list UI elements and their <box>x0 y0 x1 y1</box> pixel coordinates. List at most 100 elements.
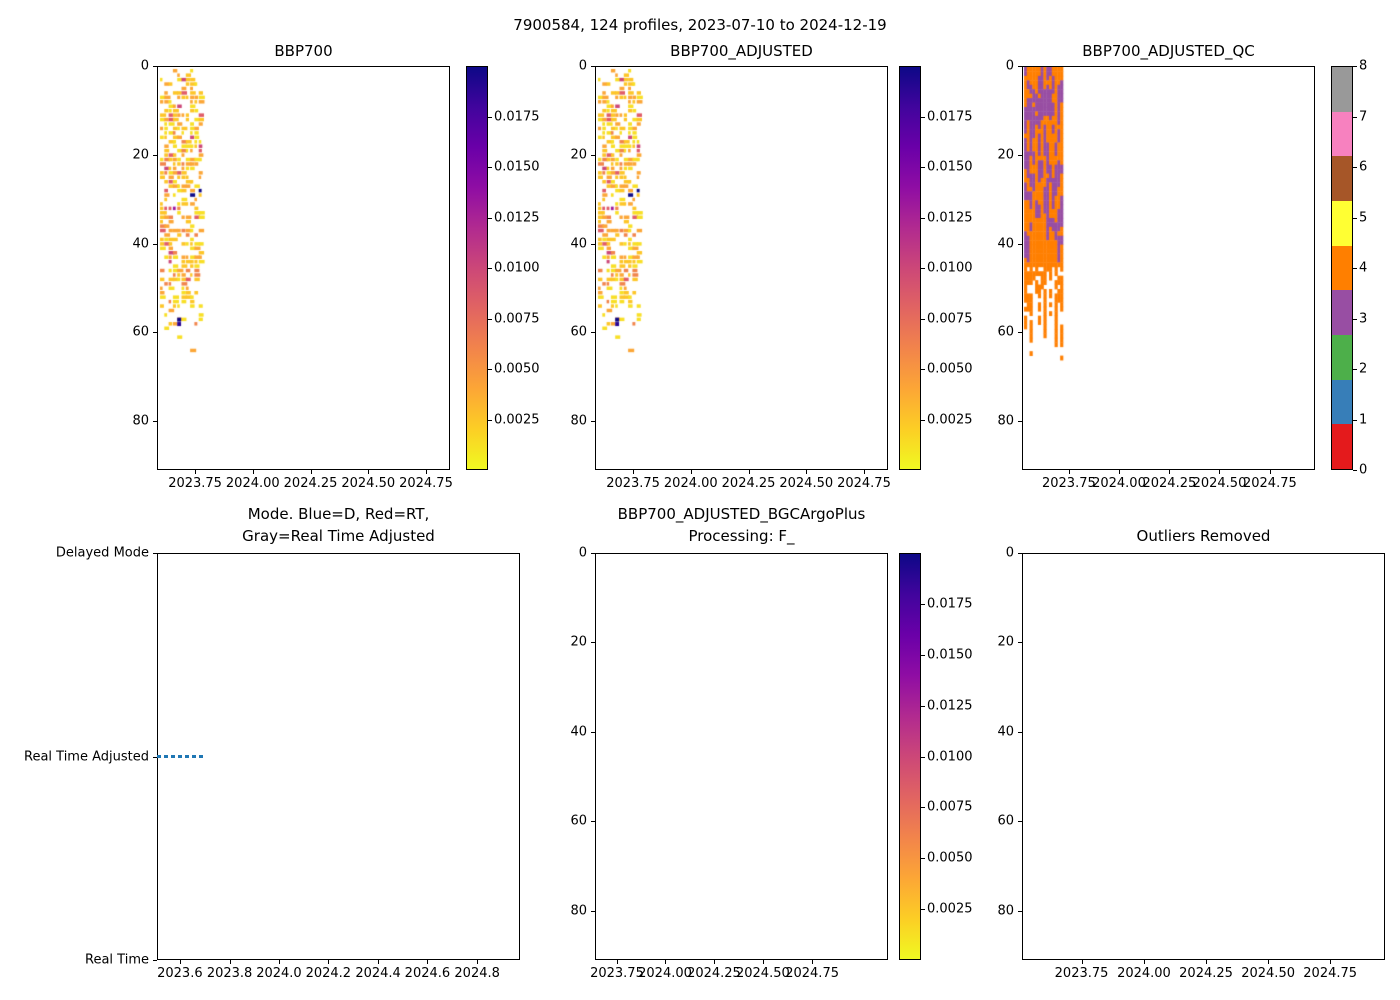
x-tick-mark <box>1219 470 1221 474</box>
x-tick-mark <box>425 470 427 474</box>
qc-color-segment-1 <box>1332 379 1352 425</box>
y-tick-mark <box>591 66 595 67</box>
colorbar-tick-mark <box>488 167 492 168</box>
bbp700-heatmap <box>596 67 889 471</box>
x-tick-label: 2024.50 <box>1192 476 1247 491</box>
colorbar-tick-label: 2 <box>1359 361 1368 377</box>
x-tick-mark <box>1330 960 1332 964</box>
y-tick-label: 0 <box>140 58 149 74</box>
x-tick-label: 2024.25 <box>1179 966 1233 981</box>
x-tick-label: 2023.75 <box>590 966 644 981</box>
subplot-title-outliers-removed: Outliers Removed <box>1136 527 1271 545</box>
x-tick-mark <box>252 470 254 474</box>
y-tick-label: 0 <box>578 545 587 561</box>
subplot-title-mode-line2: Gray=Real Time Adjusted <box>242 527 435 545</box>
colorbar-tick-label: 6 <box>1359 159 1368 175</box>
y-tick-mark <box>1018 66 1022 67</box>
colorbar-tick-mark <box>921 419 925 421</box>
y-tick-label: Delayed Mode <box>55 545 149 561</box>
y-tick-mark <box>1018 910 1022 912</box>
qc-flag-heatmap <box>1023 67 1316 471</box>
colorbar-tick-mark <box>1353 217 1357 219</box>
colorbar-tick-mark <box>1353 318 1357 320</box>
qc-color-segment-7 <box>1332 111 1352 157</box>
x-tick-label: 2024.0 <box>256 966 302 981</box>
colorbar-tick-label: 0.0025 <box>927 412 973 427</box>
colorbar-tick-label: 0.0150 <box>927 159 973 175</box>
y-tick-label: 80 <box>997 903 1014 919</box>
x-tick-mark <box>1118 470 1120 474</box>
colorbar-tick-mark <box>921 603 925 605</box>
x-tick-label: 2024.25 <box>687 966 741 981</box>
colorbar-tick-label: 0.0125 <box>927 698 973 714</box>
x-tick-label: 2024.00 <box>1092 476 1146 491</box>
x-tick-mark <box>1068 470 1070 474</box>
y-tick-label: 60 <box>997 813 1014 829</box>
qc-color-segment-2 <box>1332 335 1352 380</box>
colorbar-tick-label: 0.0050 <box>494 361 540 377</box>
x-tick-label: 2023.75 <box>1054 966 1109 981</box>
y-tick-label: 20 <box>997 147 1014 163</box>
x-tick-mark <box>328 960 330 964</box>
y-tick-label: 40 <box>997 236 1014 252</box>
y-tick-label: 60 <box>997 324 1014 340</box>
y-tick-label: 20 <box>570 634 587 650</box>
colorbar-tick-label: 8 <box>1359 58 1368 74</box>
x-tick-mark <box>616 960 618 964</box>
colorbar-tick-mark <box>1353 167 1357 168</box>
x-tick-label: 2024.00 <box>225 476 280 491</box>
y-tick-label: 60 <box>132 324 149 340</box>
x-tick-label: 2024.50 <box>735 966 790 981</box>
y-tick-mark <box>591 332 595 334</box>
x-tick-mark <box>179 960 181 964</box>
y-tick-mark <box>591 642 595 644</box>
x-tick-mark <box>633 470 635 474</box>
x-tick-mark <box>378 960 380 964</box>
bbp700-heatmap <box>158 67 451 471</box>
y-tick-label: 60 <box>570 813 587 829</box>
y-tick-mark <box>1018 243 1022 245</box>
x-tick-label: 2023.75 <box>168 476 222 491</box>
y-tick-mark <box>591 421 595 423</box>
y-tick-mark <box>591 243 595 245</box>
colorbar-tick-label: 0 <box>1359 462 1368 478</box>
colorbar-tick-label: 0.0075 <box>494 311 540 326</box>
x-tick-mark <box>1081 960 1083 964</box>
colorbar-tick-mark <box>488 369 492 370</box>
y-tick-mark <box>153 66 157 67</box>
colorbar-tick-label: 7 <box>1359 109 1368 124</box>
x-tick-label: 2024.25 <box>721 476 776 491</box>
subplot-title-bbp700-adjusted-qc: BBP700_ADJUSTED_QC <box>1082 42 1255 60</box>
colorbar-qc-flags <box>1331 66 1353 470</box>
y-tick-label: 0 <box>1005 58 1014 74</box>
colorbar-tick-label: 0.0100 <box>927 749 973 764</box>
colorbar-tick-label: 0.0025 <box>927 901 973 917</box>
y-tick-label: 0 <box>578 58 587 74</box>
colorbar-tick-label: 5 <box>1359 210 1368 225</box>
colorbar-tick-mark <box>1353 470 1357 471</box>
y-tick-label: 80 <box>997 413 1014 429</box>
x-tick-label: 2024.50 <box>341 476 396 491</box>
x-tick-label: 2024.50 <box>1241 966 1295 981</box>
x-tick-label: 2024.75 <box>399 476 453 491</box>
colorbar-tick-mark <box>921 167 925 168</box>
subplot-title-bgcargoplus-line2: Processing: F_ <box>688 527 795 545</box>
y-tick-mark <box>153 756 157 758</box>
subplot-bbp700-adjusted-qc <box>1022 66 1316 471</box>
x-tick-label: 2023.8 <box>206 966 253 981</box>
y-tick-mark <box>153 243 157 245</box>
colorbar-tick-mark <box>921 268 925 269</box>
x-tick-mark <box>1269 470 1271 474</box>
subplot-title-bbp700: BBP700 <box>274 42 333 60</box>
subplot-bgcargoplus <box>595 553 888 960</box>
x-tick-mark <box>427 960 429 964</box>
x-tick-mark <box>863 470 865 474</box>
colorbar-tick-mark <box>488 116 492 118</box>
colorbar-tick-label: 0.0050 <box>927 361 973 377</box>
colorbar-tick-label: 0.0150 <box>494 159 540 175</box>
x-tick-mark <box>477 960 479 964</box>
colorbar-tick-mark <box>921 217 925 219</box>
colorbar-tick-mark <box>1353 66 1357 67</box>
colorbar-tick-label: 0.0125 <box>927 210 973 225</box>
